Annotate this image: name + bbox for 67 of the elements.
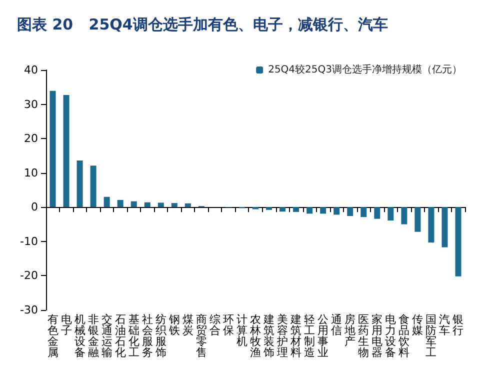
x-tick-label: 机械设备 xyxy=(74,313,86,359)
bar xyxy=(442,207,448,248)
bar xyxy=(306,207,313,214)
x-tick-label: 社会服务 xyxy=(142,313,153,359)
x-tick-label: 计算机 xyxy=(236,313,248,348)
x-tick-label: 电子 xyxy=(60,313,72,337)
bar xyxy=(117,200,124,208)
bar xyxy=(347,207,354,216)
bar xyxy=(50,90,56,208)
x-tick-label: 电力设备 xyxy=(385,313,396,359)
y-tick-label: -10 xyxy=(20,234,38,248)
bar xyxy=(158,202,164,208)
x-tick-label: 农林牧渔 xyxy=(249,313,261,359)
bar xyxy=(320,207,326,214)
y-tick-label: 40 xyxy=(24,64,38,76)
y-tick-label: -20 xyxy=(20,269,38,282)
y-tick-label: 30 xyxy=(24,98,38,111)
bar xyxy=(455,207,462,276)
bar xyxy=(334,207,340,215)
x-tick-label: 建筑装饰 xyxy=(262,313,275,359)
x-tick-label: 通信 xyxy=(331,313,342,337)
x-tick-label: 钢铁 xyxy=(168,313,180,337)
bar xyxy=(293,207,300,212)
x-tick-label: 美容护理 xyxy=(276,313,288,359)
x-tick-label: 综合 xyxy=(209,313,220,337)
x-tick-label: 石油石化 xyxy=(114,313,126,359)
x-tick-label: 煤炭 xyxy=(182,313,194,337)
bar xyxy=(266,207,272,210)
x-tick-label: 银行 xyxy=(452,313,464,337)
x-tick-label: 交通运输 xyxy=(101,313,112,359)
bar xyxy=(130,201,137,208)
y-tick-label: 10 xyxy=(24,166,38,180)
bar xyxy=(171,203,178,208)
bar xyxy=(90,166,96,208)
x-tick-label: 轻工制造 xyxy=(304,313,316,359)
x-tick-label: 汽车 xyxy=(439,313,450,337)
y-tick-label: 20 xyxy=(24,132,38,146)
x-tick-label: 建筑材料 xyxy=(290,313,302,359)
x-tick-label: 传媒 xyxy=(412,313,424,337)
chart-title: 图表 20 25Q4调仓选手加有色、电子，减银行、汽车 xyxy=(17,16,388,34)
bar xyxy=(184,203,191,208)
bar xyxy=(401,207,408,224)
bar xyxy=(388,207,394,221)
bar xyxy=(63,95,70,208)
x-tick-label: 医药生物 xyxy=(358,313,370,359)
bar xyxy=(280,207,286,212)
bar xyxy=(104,196,110,208)
bar xyxy=(360,207,367,218)
y-tick-label: 0 xyxy=(31,200,38,214)
x-tick-label: 房地产 xyxy=(344,313,356,348)
bar xyxy=(144,202,150,208)
x-tick-label: 环保 xyxy=(222,313,234,337)
bar xyxy=(414,207,421,232)
y-tick-label: -30 xyxy=(20,304,38,316)
x-tick-label: 有色金属 xyxy=(47,313,58,359)
bar xyxy=(76,160,83,208)
bar xyxy=(428,207,434,242)
x-tick-label: 食品饮料 xyxy=(398,313,410,359)
x-tick-label: 家用电器 xyxy=(372,313,383,359)
x-tick-label: 基础化工 xyxy=(127,313,140,359)
x-tick-label: 公用事业 xyxy=(318,313,329,359)
x-tick-label: 纺织服饰 xyxy=(154,313,166,359)
legend-label: 25Q4较25Q3调仓选手净增持规模（亿元） xyxy=(268,64,462,76)
bar xyxy=(374,207,380,219)
x-tick-label: 国防军工 xyxy=(426,313,437,359)
x-tick-label: 商贸零售 xyxy=(196,313,207,359)
x-tick-label: 非银金融 xyxy=(86,313,99,359)
